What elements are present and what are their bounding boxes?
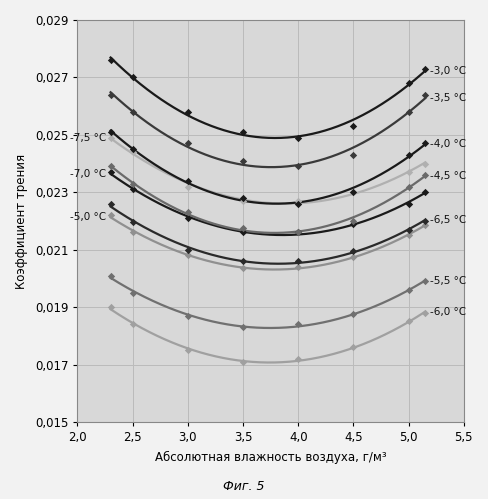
Point [129,73,137,81]
Point [184,209,192,217]
Point [349,151,357,159]
Point [107,163,115,171]
Point [129,320,137,328]
Point [107,211,115,219]
Point [184,312,192,320]
Point [421,309,429,317]
Point [107,56,115,64]
Point [349,188,357,196]
Point [349,122,357,130]
Point [107,134,115,142]
Text: -4,5 °C: -4,5 °C [429,171,466,181]
Point [184,177,192,185]
Point [129,145,137,153]
Point [349,247,357,255]
Point [421,221,429,229]
Point [239,197,247,205]
Text: -6,5 °C: -6,5 °C [429,215,466,225]
Text: -6,0 °C: -6,0 °C [429,307,466,317]
Point [239,157,247,165]
Point [405,317,412,325]
Text: Фиг. 5: Фиг. 5 [223,480,265,493]
Point [184,246,192,253]
Point [405,183,412,191]
Point [421,140,429,148]
Point [129,186,137,194]
Point [107,271,115,279]
Text: -7,5 °C: -7,5 °C [70,133,106,143]
Point [239,323,247,331]
Point [239,257,247,265]
Point [239,264,247,272]
Point [184,140,192,148]
Point [239,194,247,202]
Point [405,79,412,87]
Point [294,320,302,328]
Text: -7,0 °C: -7,0 °C [70,169,106,179]
Point [421,65,429,73]
Point [129,148,137,156]
Text: -5,5 °C: -5,5 °C [429,275,466,285]
Point [405,232,412,240]
Point [184,183,192,191]
Point [184,108,192,116]
Point [129,108,137,116]
Point [184,214,192,222]
Point [421,171,429,179]
Point [107,200,115,208]
Point [184,346,192,354]
Text: -5,0 °C: -5,0 °C [70,212,106,222]
Point [294,355,302,363]
Text: -3,0 °C: -3,0 °C [429,66,466,76]
Point [405,200,412,208]
Point [421,217,429,225]
Point [421,277,429,285]
Point [349,188,357,196]
Point [421,188,429,196]
Point [294,229,302,237]
Point [405,168,412,176]
Point [239,358,247,366]
Point [129,229,137,237]
Point [107,91,115,99]
Point [294,257,302,265]
Point [294,197,302,205]
Point [405,226,412,234]
Point [239,224,247,232]
Point [129,219,137,227]
Y-axis label: Коэффициент трения: Коэффициент трения [15,153,28,288]
Point [405,286,412,294]
Point [349,310,357,318]
Text: -4,0 °C: -4,0 °C [429,139,466,149]
Point [129,289,137,297]
Point [239,128,247,136]
Point [405,151,412,159]
Point [239,229,247,237]
Point [294,263,302,271]
Point [129,180,137,188]
Point [405,108,412,116]
X-axis label: Абсолютная влажность воздуха, г/м³: Абсолютная влажность воздуха, г/м³ [155,451,386,464]
Point [184,251,192,259]
Point [421,160,429,168]
Point [107,128,115,136]
Point [349,253,357,261]
Text: -3,5 °C: -3,5 °C [429,93,466,103]
Point [294,163,302,171]
Point [349,217,357,225]
Point [421,91,429,99]
Point [107,168,115,176]
Point [294,134,302,142]
Point [294,200,302,208]
Point [349,343,357,351]
Point [107,303,115,311]
Point [294,229,302,237]
Point [349,220,357,228]
